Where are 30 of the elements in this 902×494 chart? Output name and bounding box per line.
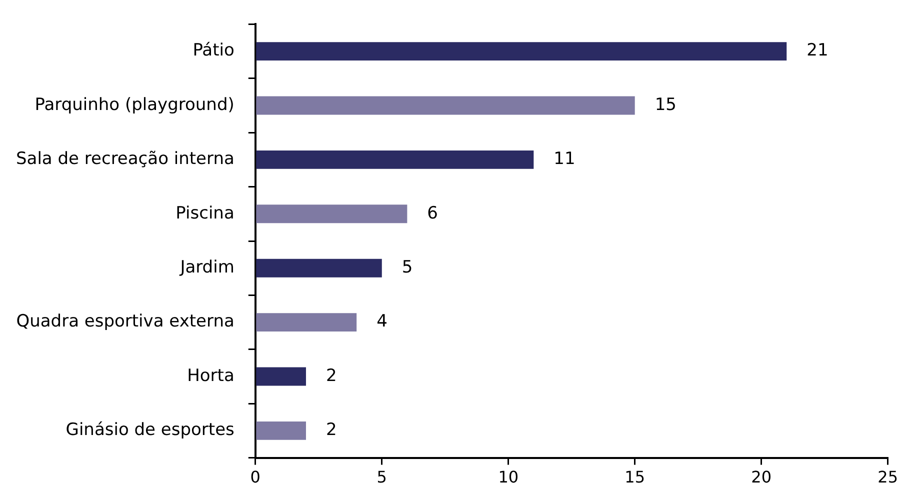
data-label: 15	[654, 94, 676, 115]
bar	[256, 96, 635, 115]
bar	[256, 313, 357, 332]
x-tick-label: 0	[250, 468, 260, 487]
x-tick-label: 5	[376, 468, 387, 487]
bar	[256, 421, 306, 440]
y-tick-label: Pátio	[192, 40, 234, 61]
data-label: 2	[326, 366, 337, 386]
y-tick-label: Piscina	[176, 203, 234, 224]
data-label: 11	[554, 149, 576, 170]
data-label: 4	[376, 312, 388, 332]
y-tick-label: Ginásio de esportes	[66, 420, 235, 440]
bar	[256, 204, 408, 224]
y-tick-label: Horta	[187, 366, 234, 386]
y-tick-label: Jardim	[179, 258, 234, 278]
bar	[256, 42, 787, 61]
x-tick-label: 20	[751, 468, 772, 487]
data-label: 21	[806, 40, 828, 61]
x-tick-label: 25	[878, 468, 898, 487]
y-tick-label: Sala de recreação interna	[16, 149, 234, 170]
data-label: 6	[427, 203, 438, 224]
bar	[256, 150, 534, 169]
bar	[256, 258, 382, 278]
x-tick-label: 15	[624, 468, 646, 487]
data-label: 2	[326, 420, 337, 440]
bar	[256, 367, 306, 386]
x-tick-label: 10	[498, 468, 519, 487]
data-label: 5	[402, 258, 413, 278]
y-tick-label: Quadra esportiva externa	[16, 312, 234, 332]
y-tick-label: Parquinho (playground)	[34, 94, 234, 115]
